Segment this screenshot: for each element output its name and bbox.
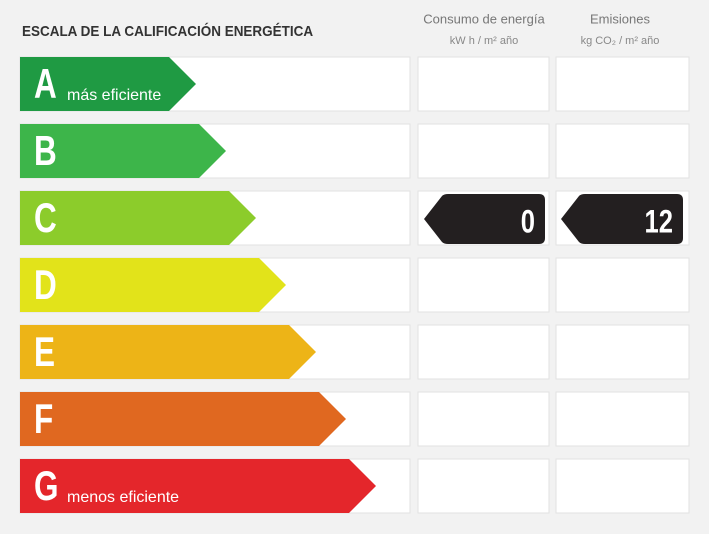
rating-arrow bbox=[20, 392, 346, 446]
column-unit: kg CO₂ / m² año bbox=[581, 35, 660, 47]
value-cell bbox=[555, 458, 690, 514]
title: ESCALA DE LA CALIFICACIÓN ENERGÉTICA bbox=[22, 21, 313, 40]
value-text: 12 bbox=[645, 205, 673, 240]
value-cell bbox=[417, 56, 550, 112]
rating-letter: G bbox=[34, 462, 59, 510]
rating-arrow bbox=[20, 124, 226, 178]
column-title: Consumo de energía bbox=[423, 11, 545, 26]
rating-arrow bbox=[20, 57, 196, 111]
value-cell bbox=[555, 324, 690, 380]
value-text: 0 bbox=[521, 205, 535, 240]
rating-letter: B bbox=[34, 127, 57, 175]
rating-arrow bbox=[20, 191, 256, 245]
value-cell bbox=[555, 257, 690, 313]
rating-arrow bbox=[20, 325, 316, 379]
value-cell bbox=[417, 391, 550, 447]
rating-label: más eficiente bbox=[67, 87, 161, 104]
value-cell bbox=[417, 324, 550, 380]
rating-letter: A bbox=[34, 60, 57, 108]
value-cell bbox=[555, 391, 690, 447]
value-cell bbox=[555, 123, 690, 179]
value-badge bbox=[424, 194, 545, 244]
rating-letter: D bbox=[34, 261, 57, 309]
value-cell bbox=[417, 257, 550, 313]
value-cell bbox=[417, 123, 550, 179]
rating-letter: E bbox=[34, 328, 55, 376]
value-badge bbox=[561, 194, 683, 244]
rating-letter: F bbox=[34, 395, 53, 443]
column-title: Emisiones bbox=[590, 11, 650, 26]
rating-letter: C bbox=[34, 194, 57, 242]
value-cell bbox=[555, 56, 690, 112]
column-unit: kW h / m² año bbox=[450, 35, 518, 47]
rating-label: menos eficiente bbox=[67, 489, 179, 506]
rating-arrow bbox=[20, 459, 376, 513]
value-cell bbox=[417, 458, 550, 514]
rating-arrow bbox=[20, 258, 286, 312]
